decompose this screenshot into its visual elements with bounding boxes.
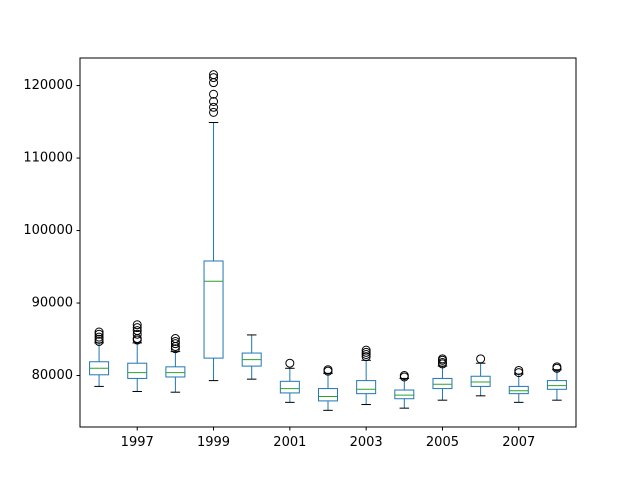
box-2008	[546, 362, 567, 401]
outlier-point	[514, 368, 524, 378]
box-iqr	[318, 388, 338, 402]
y-axis-ticks: 80000 90000 100000 110000 120000	[23, 78, 80, 383]
box-iqr	[432, 377, 453, 390]
outlier-point	[209, 70, 219, 80]
outlier-point	[94, 334, 104, 344]
outlier-point	[399, 371, 409, 381]
box-iqr	[508, 385, 529, 395]
outlier-point	[437, 354, 447, 364]
y-tick-label: 120000	[23, 78, 73, 93]
x-tick-label: 2005	[426, 435, 459, 450]
x-axis-ticks: 1997 1999 2001 2003 2005 2007	[121, 427, 535, 450]
box-iqr	[127, 362, 148, 379]
x-tick-label: 1997	[121, 435, 154, 450]
y-tick-label: 80000	[32, 368, 73, 383]
outlier-point	[209, 102, 219, 112]
box-2006	[470, 354, 491, 397]
outlier-point	[437, 357, 447, 367]
box-2000	[241, 334, 262, 380]
outlier-point	[170, 336, 180, 346]
boxes-layer	[89, 70, 567, 411]
box-2005	[432, 354, 453, 401]
outlier-point	[285, 358, 295, 368]
box-2003	[356, 345, 377, 406]
x-tick-label: 2003	[350, 435, 383, 450]
x-tick-label: 2001	[273, 435, 306, 450]
box-iqr	[203, 260, 224, 359]
box-2002	[318, 365, 338, 411]
box-1998	[165, 334, 186, 393]
outlier-point	[361, 345, 371, 355]
outlier-point	[132, 326, 142, 336]
y-tick-label: 100000	[23, 223, 73, 238]
y-tick-label: 110000	[23, 151, 73, 166]
outlier-point	[94, 327, 104, 337]
box-iqr	[394, 389, 415, 400]
outlier-point	[94, 329, 104, 339]
outlier-point	[132, 323, 142, 333]
outlier-point	[209, 73, 219, 83]
outlier-point	[476, 354, 486, 364]
outlier-point	[94, 332, 104, 342]
box-iqr	[546, 380, 567, 390]
box-2004	[394, 371, 415, 409]
x-tick-label: 1999	[197, 435, 230, 450]
outlier-point	[209, 89, 219, 99]
outlier-point	[514, 365, 524, 375]
box-2001	[279, 358, 300, 403]
outlier-point	[170, 334, 180, 344]
box-iqr	[165, 366, 186, 378]
outlier-point	[361, 347, 371, 357]
box-iqr	[470, 375, 491, 387]
outlier-point	[170, 344, 180, 354]
box-1999	[203, 70, 224, 382]
outlier-point	[94, 336, 104, 346]
box-iqr	[279, 380, 300, 394]
outlier-point	[132, 320, 142, 330]
outlier-point	[361, 350, 371, 360]
outlier-point	[132, 329, 142, 339]
plot-area-frame	[79, 57, 577, 428]
box-2007	[508, 365, 529, 403]
outlier-point	[170, 339, 180, 349]
y-tick-label: 90000	[32, 296, 73, 311]
outlier-point	[361, 352, 371, 362]
outlier-point	[209, 107, 219, 117]
box-iqr	[356, 380, 377, 395]
x-tick-label: 2007	[502, 435, 535, 450]
box-1996	[89, 327, 110, 387]
outlier-point	[323, 365, 333, 375]
box-1997	[127, 320, 148, 392]
outlier-point	[209, 96, 219, 106]
outlier-point	[552, 362, 562, 372]
